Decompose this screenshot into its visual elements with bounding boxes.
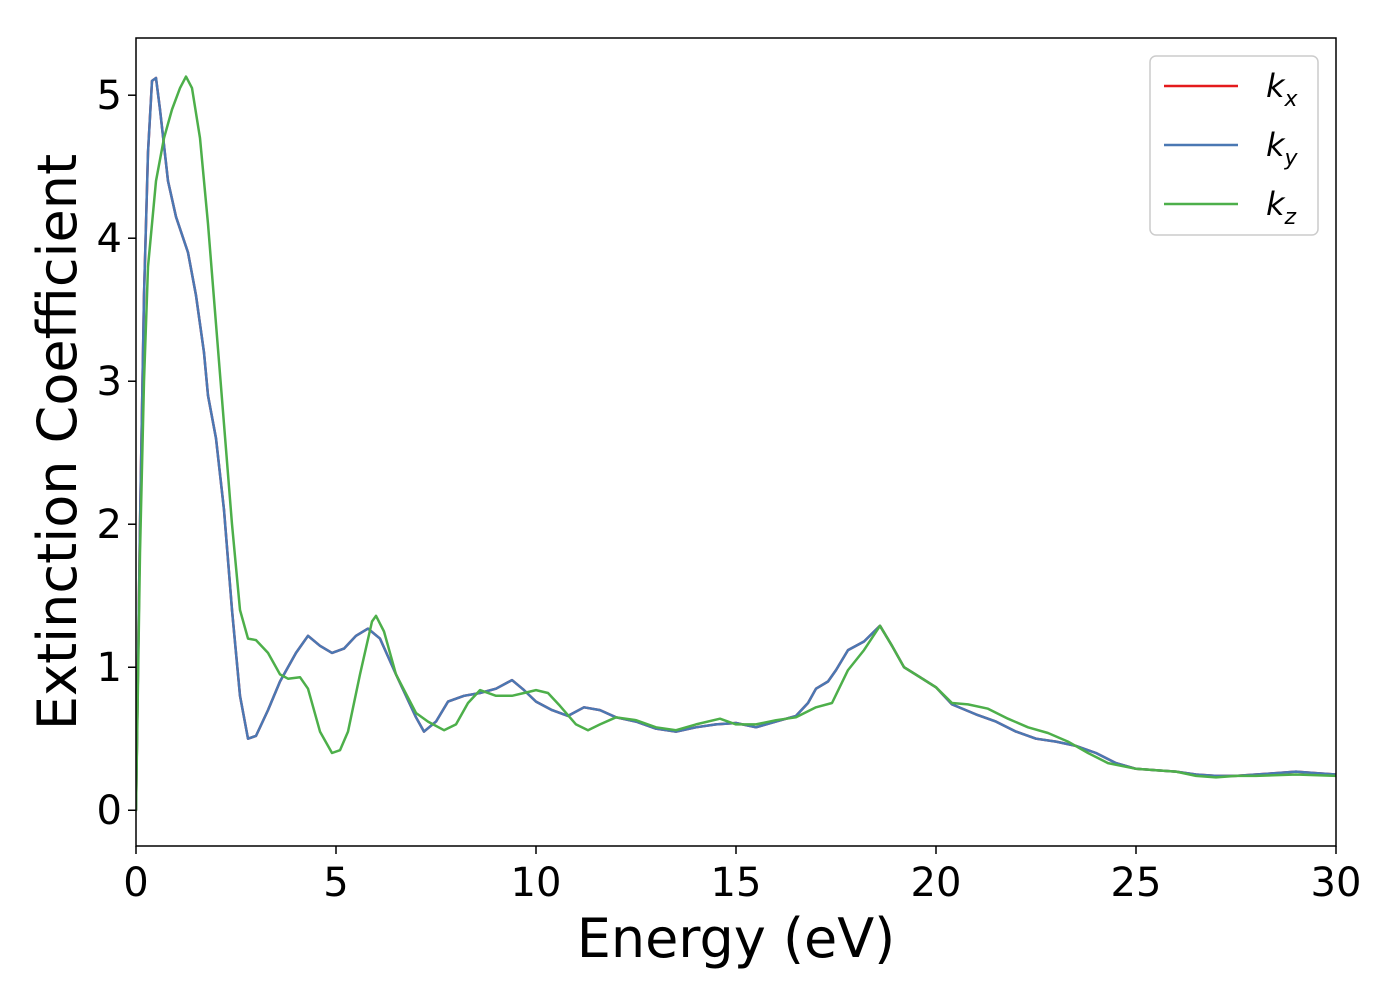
x-tick-label: 25 bbox=[1111, 860, 1162, 906]
y-tick-label: 0 bbox=[97, 788, 122, 834]
legend-label-subscript: z bbox=[1284, 205, 1297, 230]
x-tick-label: 30 bbox=[1311, 860, 1362, 906]
y-axis-label: Extinction Coefficient bbox=[26, 154, 89, 730]
y-tick-label: 2 bbox=[97, 502, 122, 548]
x-axis: 0 5 10 15 20 25 30 bbox=[123, 846, 1361, 906]
y-tick-label: 3 bbox=[97, 359, 122, 405]
series-line-ky bbox=[136, 76, 1336, 812]
legend-label-kz: kz bbox=[1266, 185, 1297, 230]
x-tick-label: 20 bbox=[911, 860, 962, 906]
series-layer bbox=[136, 75, 1336, 812]
legend-label-subscript: y bbox=[1284, 146, 1299, 171]
y-tick-label: 5 bbox=[97, 73, 122, 119]
x-tick-label: 5 bbox=[323, 860, 348, 906]
x-tick-label: 15 bbox=[711, 860, 762, 906]
legend-label-symbol: k bbox=[1266, 185, 1286, 223]
legend-label-ky: ky bbox=[1266, 126, 1299, 171]
x-tick-label: 10 bbox=[511, 860, 562, 906]
legend-label-symbol: k bbox=[1266, 126, 1286, 164]
legend-label-kx: kx bbox=[1266, 67, 1299, 112]
y-tick-label: 4 bbox=[97, 216, 122, 262]
x-tick-label: 0 bbox=[123, 860, 148, 906]
legend-label-subscript: x bbox=[1284, 87, 1299, 112]
y-axis: 0 1 2 3 4 5 bbox=[97, 73, 136, 834]
x-axis-label: Energy (eV) bbox=[577, 907, 896, 970]
y-tick-label: 1 bbox=[97, 645, 122, 691]
series-line-kz bbox=[136, 75, 1336, 812]
legend-label-symbol: k bbox=[1266, 67, 1286, 105]
